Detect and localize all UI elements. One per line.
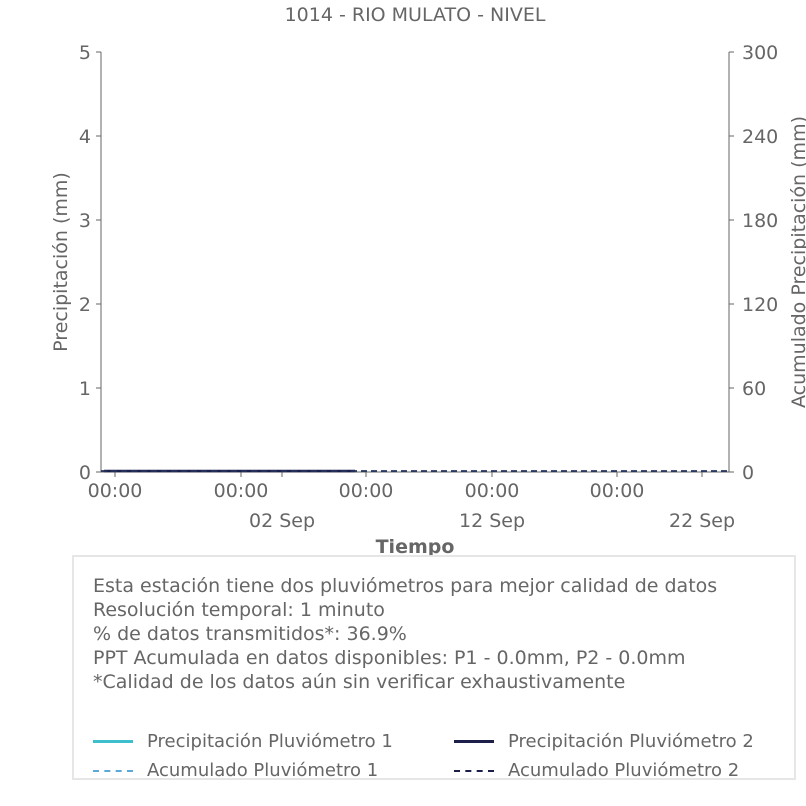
x-tick-label: 00:00 <box>88 480 143 502</box>
info-line: PPT Acumulada en datos disponibles: P1 -… <box>93 647 686 669</box>
legend-label: Precipitación Pluviómetro 2 <box>508 731 754 752</box>
y2-tick-label: 300 <box>742 42 778 64</box>
y2-tick-label: 60 <box>742 378 766 400</box>
y-tick-label: 3 <box>79 210 91 232</box>
y-tick-label: 0 <box>79 462 91 484</box>
y-tick-label: 1 <box>79 378 91 400</box>
y-tick-label: 2 <box>79 294 91 316</box>
legend-swatch <box>454 769 494 772</box>
legend-item[interactable]: Acumulado Pluviómetro 1 <box>93 760 378 781</box>
y-axis-label: Precipitación (mm) <box>50 172 72 352</box>
x-tick-label: 00:00 <box>339 480 394 502</box>
chart-title: 1014 - RIO MULATO - NIVEL <box>285 4 546 26</box>
x-tick-label: 00:00 <box>214 480 269 502</box>
x-date-label: 12 Sep <box>459 510 525 532</box>
x-axis-label: Tiempo <box>376 536 455 558</box>
info-line: Esta estación tiene dos pluviómetros par… <box>93 575 718 597</box>
legend-item[interactable]: Precipitación Pluviómetro 2 <box>454 731 754 752</box>
legend-swatch <box>93 740 133 743</box>
legend-label: Acumulado Pluviómetro 2 <box>508 760 740 781</box>
x-date-label: 02 Sep <box>249 510 315 532</box>
y2-tick-label: 240 <box>742 126 778 148</box>
legend-label: Precipitación Pluviómetro 1 <box>147 731 393 752</box>
y2-tick-label: 180 <box>742 210 778 232</box>
legend-swatch <box>93 769 133 772</box>
y2-tick-label: 120 <box>742 294 778 316</box>
chart: 1014 - RIO MULATO - NIVEL 0 1 2 3 4 5 0 60 120 18… <box>50 4 806 558</box>
legend-item[interactable]: Precipitación Pluviómetro 1 <box>93 731 393 752</box>
legend-item[interactable]: Acumulado Pluviómetro 2 <box>454 760 739 781</box>
y2-axis-label: Acumulado Precipitación (mm) <box>788 116 806 408</box>
info-line: % de datos transmitidos*: 36.9% <box>93 623 407 645</box>
info-line: Resolución temporal: 1 minuto <box>93 599 385 621</box>
x-date-label: 22 Sep <box>669 510 735 532</box>
x-tick-label: 00:00 <box>590 480 645 502</box>
y2-tick-label: 0 <box>742 462 754 484</box>
y-tick-label: 4 <box>79 126 91 148</box>
info-box: Esta estación tiene dos pluviómetros par… <box>72 555 796 781</box>
legend-swatch <box>454 740 494 743</box>
info-line: *Calidad de los datos aún sin verificar … <box>93 671 626 693</box>
legend-label: Acumulado Pluviómetro 1 <box>147 760 379 781</box>
y-tick-label: 5 <box>79 42 91 64</box>
x-tick-label: 00:00 <box>465 480 520 502</box>
